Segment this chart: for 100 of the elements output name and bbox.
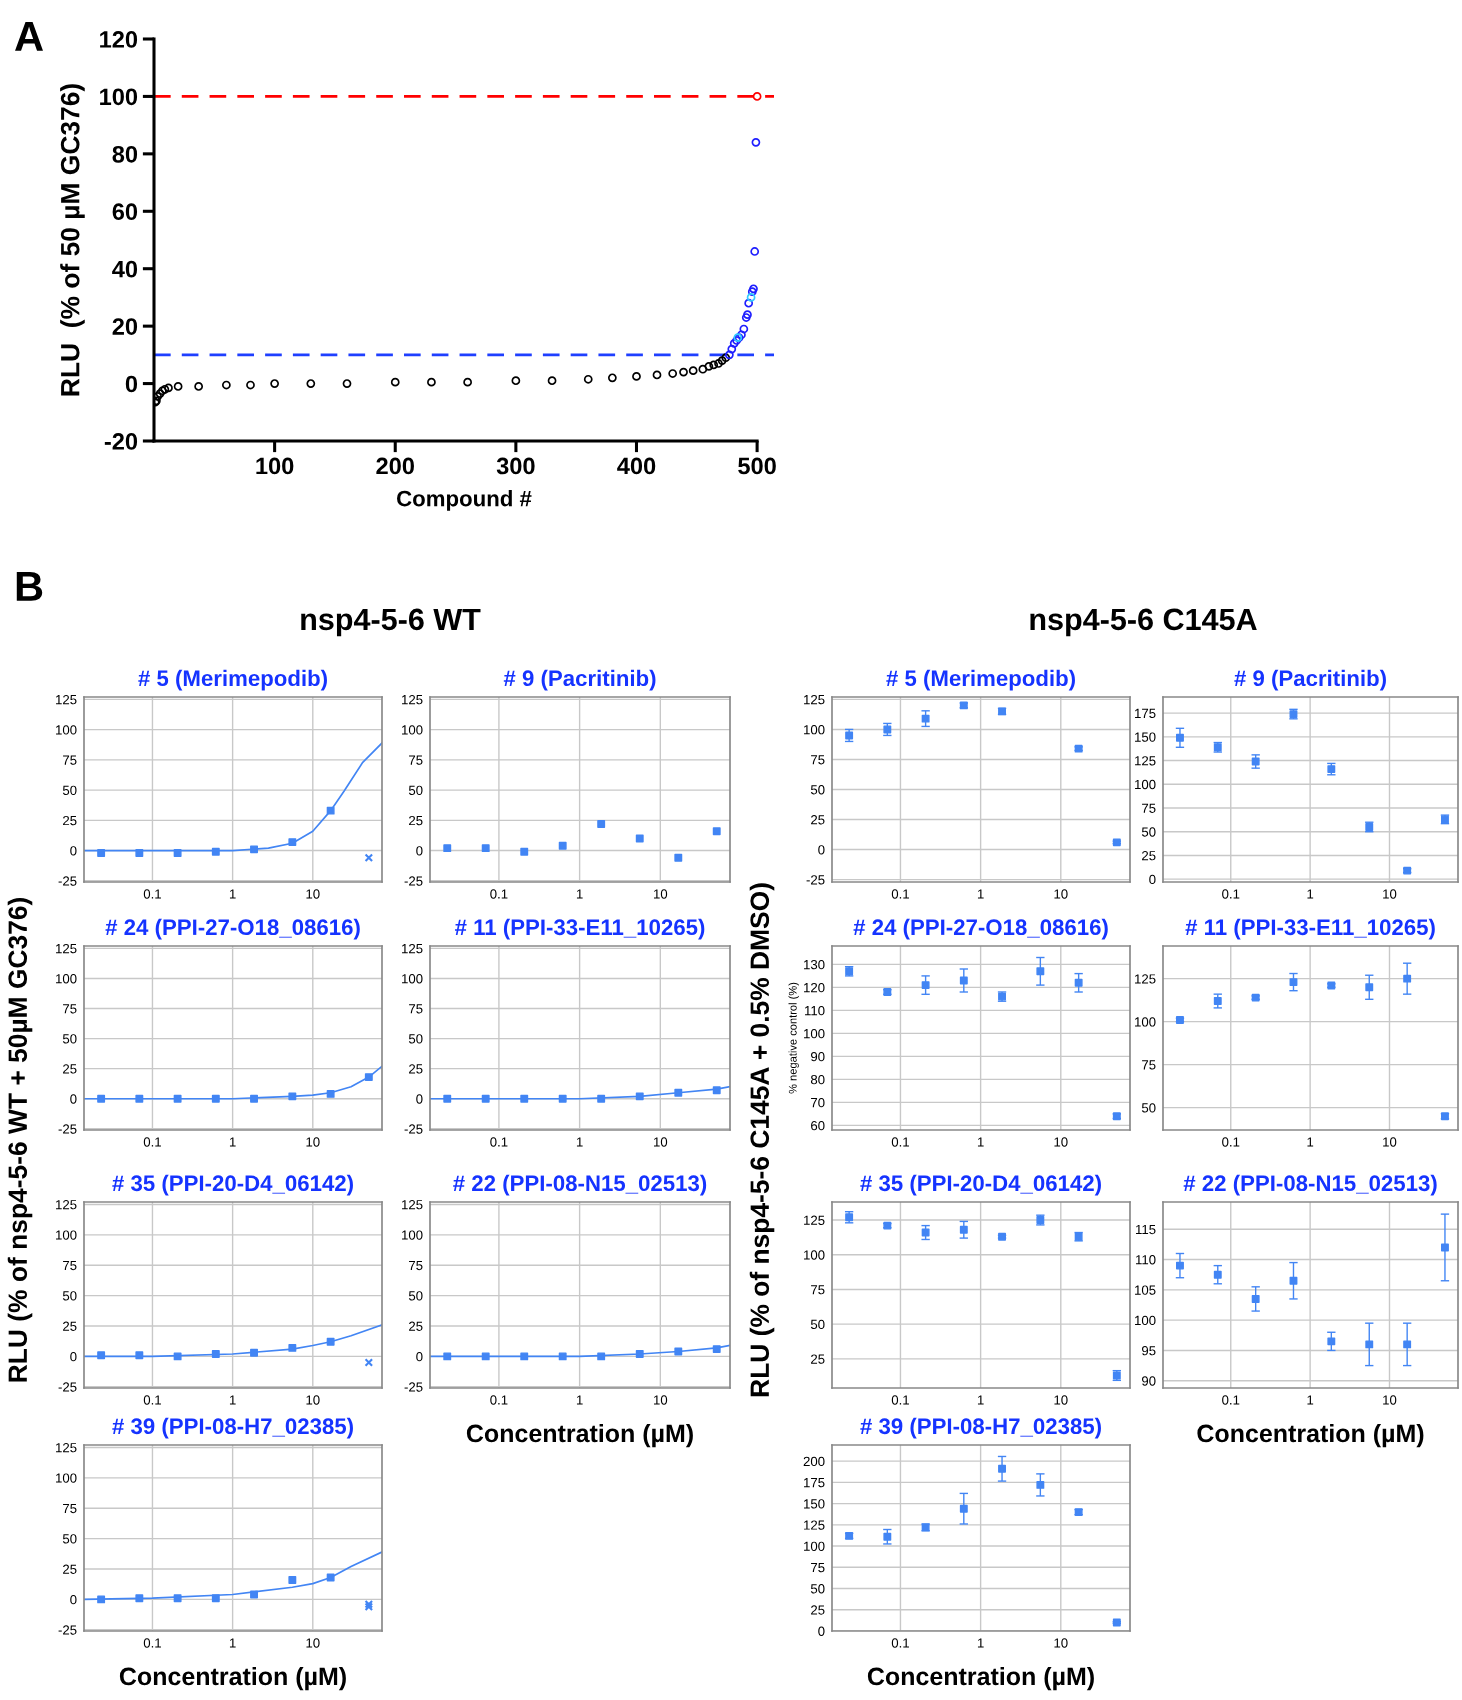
chart-title: # 9 (Pacritinib) xyxy=(503,669,656,691)
y-tick-label: 175 xyxy=(804,1478,825,1488)
x-tick-label: 1 xyxy=(576,1395,583,1405)
y-tick-label: 50 xyxy=(62,1534,77,1544)
x-tick-label: 0.1 xyxy=(143,1137,161,1147)
x-tick-label: 0.1 xyxy=(490,1395,508,1405)
x-tick-label: 1 xyxy=(1307,889,1314,899)
y-tick-label: 60 xyxy=(112,203,138,221)
chart-title: # 35 (PPI-20-D4_06142) xyxy=(112,1174,353,1196)
x-axis-title: Concentration (µM) xyxy=(867,1666,1094,1691)
y-tick-label: 0 xyxy=(818,845,825,855)
y-tick-label: 125 xyxy=(402,943,423,954)
y-tick-label: 125 xyxy=(56,1200,77,1210)
text: nsp4-5-6 WT xyxy=(301,608,481,637)
x-tick-label: 0.1 xyxy=(490,889,508,899)
y-tick-label: 75 xyxy=(1142,1060,1156,1070)
x-tick-label: 0.1 xyxy=(1222,1137,1240,1147)
y-tick-label: 130 xyxy=(804,959,825,970)
x-tick-label: 1 xyxy=(229,1137,236,1147)
y-tick-label: 0 xyxy=(416,1351,423,1362)
y-tick-label: 115 xyxy=(1136,1224,1156,1235)
y-tick-label: 100 xyxy=(56,974,77,984)
y-tick-label: 125 xyxy=(402,694,423,705)
x-tick-label: 10 xyxy=(1054,889,1068,899)
y-tick-label: 40 xyxy=(112,260,138,278)
y-tick-label: 125 xyxy=(56,943,77,954)
y-tick-label: 110 xyxy=(1136,1255,1156,1265)
y-tick-label: 60 xyxy=(811,1120,825,1131)
chart-title: # 5 (Merimepodib) xyxy=(886,669,1075,691)
x-tick-label: 10 xyxy=(653,1137,668,1147)
y-tick-label: 150 xyxy=(1135,732,1156,742)
y-tick-label: 100 xyxy=(402,725,423,735)
x-tick-label: 10 xyxy=(306,889,320,899)
text: B xyxy=(16,572,43,601)
chart-title: # 11 (PPI-33-E11_10265) xyxy=(1185,918,1435,940)
y-tick-label: 95 xyxy=(1142,1346,1156,1356)
y-tick-label: 125 xyxy=(1135,974,1156,984)
y-tick-label: 125 xyxy=(804,1215,825,1225)
x-tick-label: 10 xyxy=(306,1137,320,1147)
y-tick-label: -25 xyxy=(58,876,77,886)
x-tick-label: 1 xyxy=(977,1395,984,1405)
y-tick-label: 25 xyxy=(409,1064,423,1074)
y-tick-label: 50 xyxy=(408,785,423,796)
y-tick-label: 75 xyxy=(409,1004,423,1014)
y-tick-label: 125 xyxy=(56,1443,77,1453)
y-tick-label: 90 xyxy=(1142,1376,1156,1386)
y-tick-label: 80 xyxy=(112,145,138,163)
y-tick-label: 100 xyxy=(1135,1017,1156,1027)
y-tick-label: 0 xyxy=(416,846,423,856)
chart-title: # 5 (Merimepodib) xyxy=(138,669,327,691)
y-tick-label: -25 xyxy=(404,876,423,886)
x-tick-label: 0.1 xyxy=(891,1137,909,1147)
y-tick-label: 100 xyxy=(100,88,138,106)
x-tick-label: 10 xyxy=(1383,1137,1397,1147)
y-tick-label: 75 xyxy=(63,755,77,765)
x-tick-label: 300 xyxy=(496,457,535,475)
x-tick-label: 10 xyxy=(653,889,668,899)
x-tick-label: 1 xyxy=(229,889,236,899)
x-tick-label: 10 xyxy=(306,1395,320,1405)
text: RLU (% of nsp4-5-6 WT + 50µM GC376) xyxy=(7,898,33,1382)
y-tick-label: 50 xyxy=(1141,1103,1156,1113)
x-tick-label: 0.1 xyxy=(143,889,161,899)
y-tick-label: 100 xyxy=(1135,779,1156,790)
x-tick-label: 0.1 xyxy=(1222,1395,1240,1405)
x-tick-label: 1 xyxy=(576,889,583,899)
y-tick-label: 25 xyxy=(63,1564,77,1574)
y-tick-label: 25 xyxy=(811,1605,825,1615)
y-tick-label: -20 xyxy=(104,433,138,450)
y-tick-label: 0 xyxy=(70,846,77,856)
y-tick-label: 75 xyxy=(1142,803,1156,813)
x-tick-label: 1 xyxy=(1307,1395,1314,1405)
x-tick-label: 1 xyxy=(977,1638,984,1648)
y-tick-label: 100 xyxy=(56,1230,77,1240)
y-tick-label: 100 xyxy=(56,1473,77,1483)
text: RLU (% of nsp4-5-6 C145A + 0.5% DMSO) xyxy=(749,883,775,1397)
y-tick-label: 0 xyxy=(125,375,138,393)
chart-title: # 9 (Pacritinib) xyxy=(1234,669,1386,691)
x-tick-label: 0.1 xyxy=(891,1638,909,1648)
y-tick-label: 100 xyxy=(804,1250,825,1260)
y-tick-label: 75 xyxy=(811,755,825,765)
y-tick-label: 25 xyxy=(409,815,423,826)
y-tick-label: 0 xyxy=(70,1351,77,1362)
x-tick-label: 1 xyxy=(977,889,984,899)
y-tick-label: 100 xyxy=(56,725,77,735)
y-tick-label: 175 xyxy=(1135,708,1156,719)
y-tick-label: 50 xyxy=(810,785,825,795)
y-tick-label: 75 xyxy=(63,1260,77,1271)
y-tick-label: 25 xyxy=(811,815,825,825)
y-tick-label: 90 xyxy=(811,1051,825,1062)
y-tick-label: -25 xyxy=(404,1124,423,1134)
x-tick-label: 0.1 xyxy=(143,1395,161,1405)
x-tick-label: 10 xyxy=(1383,1395,1397,1405)
y-tick-label: 100 xyxy=(804,1028,825,1039)
y-axis-title: RLU (% of 50 µM GC376) xyxy=(60,84,85,396)
y-tick-label: 100 xyxy=(804,1541,825,1551)
y-tick-label: 50 xyxy=(810,1584,825,1594)
y-tick-label: 80 xyxy=(810,1074,825,1085)
y-tick-label: 150 xyxy=(804,1499,825,1509)
y-tick-label: 50 xyxy=(62,785,77,796)
y-tick-label: 25 xyxy=(811,1354,825,1364)
